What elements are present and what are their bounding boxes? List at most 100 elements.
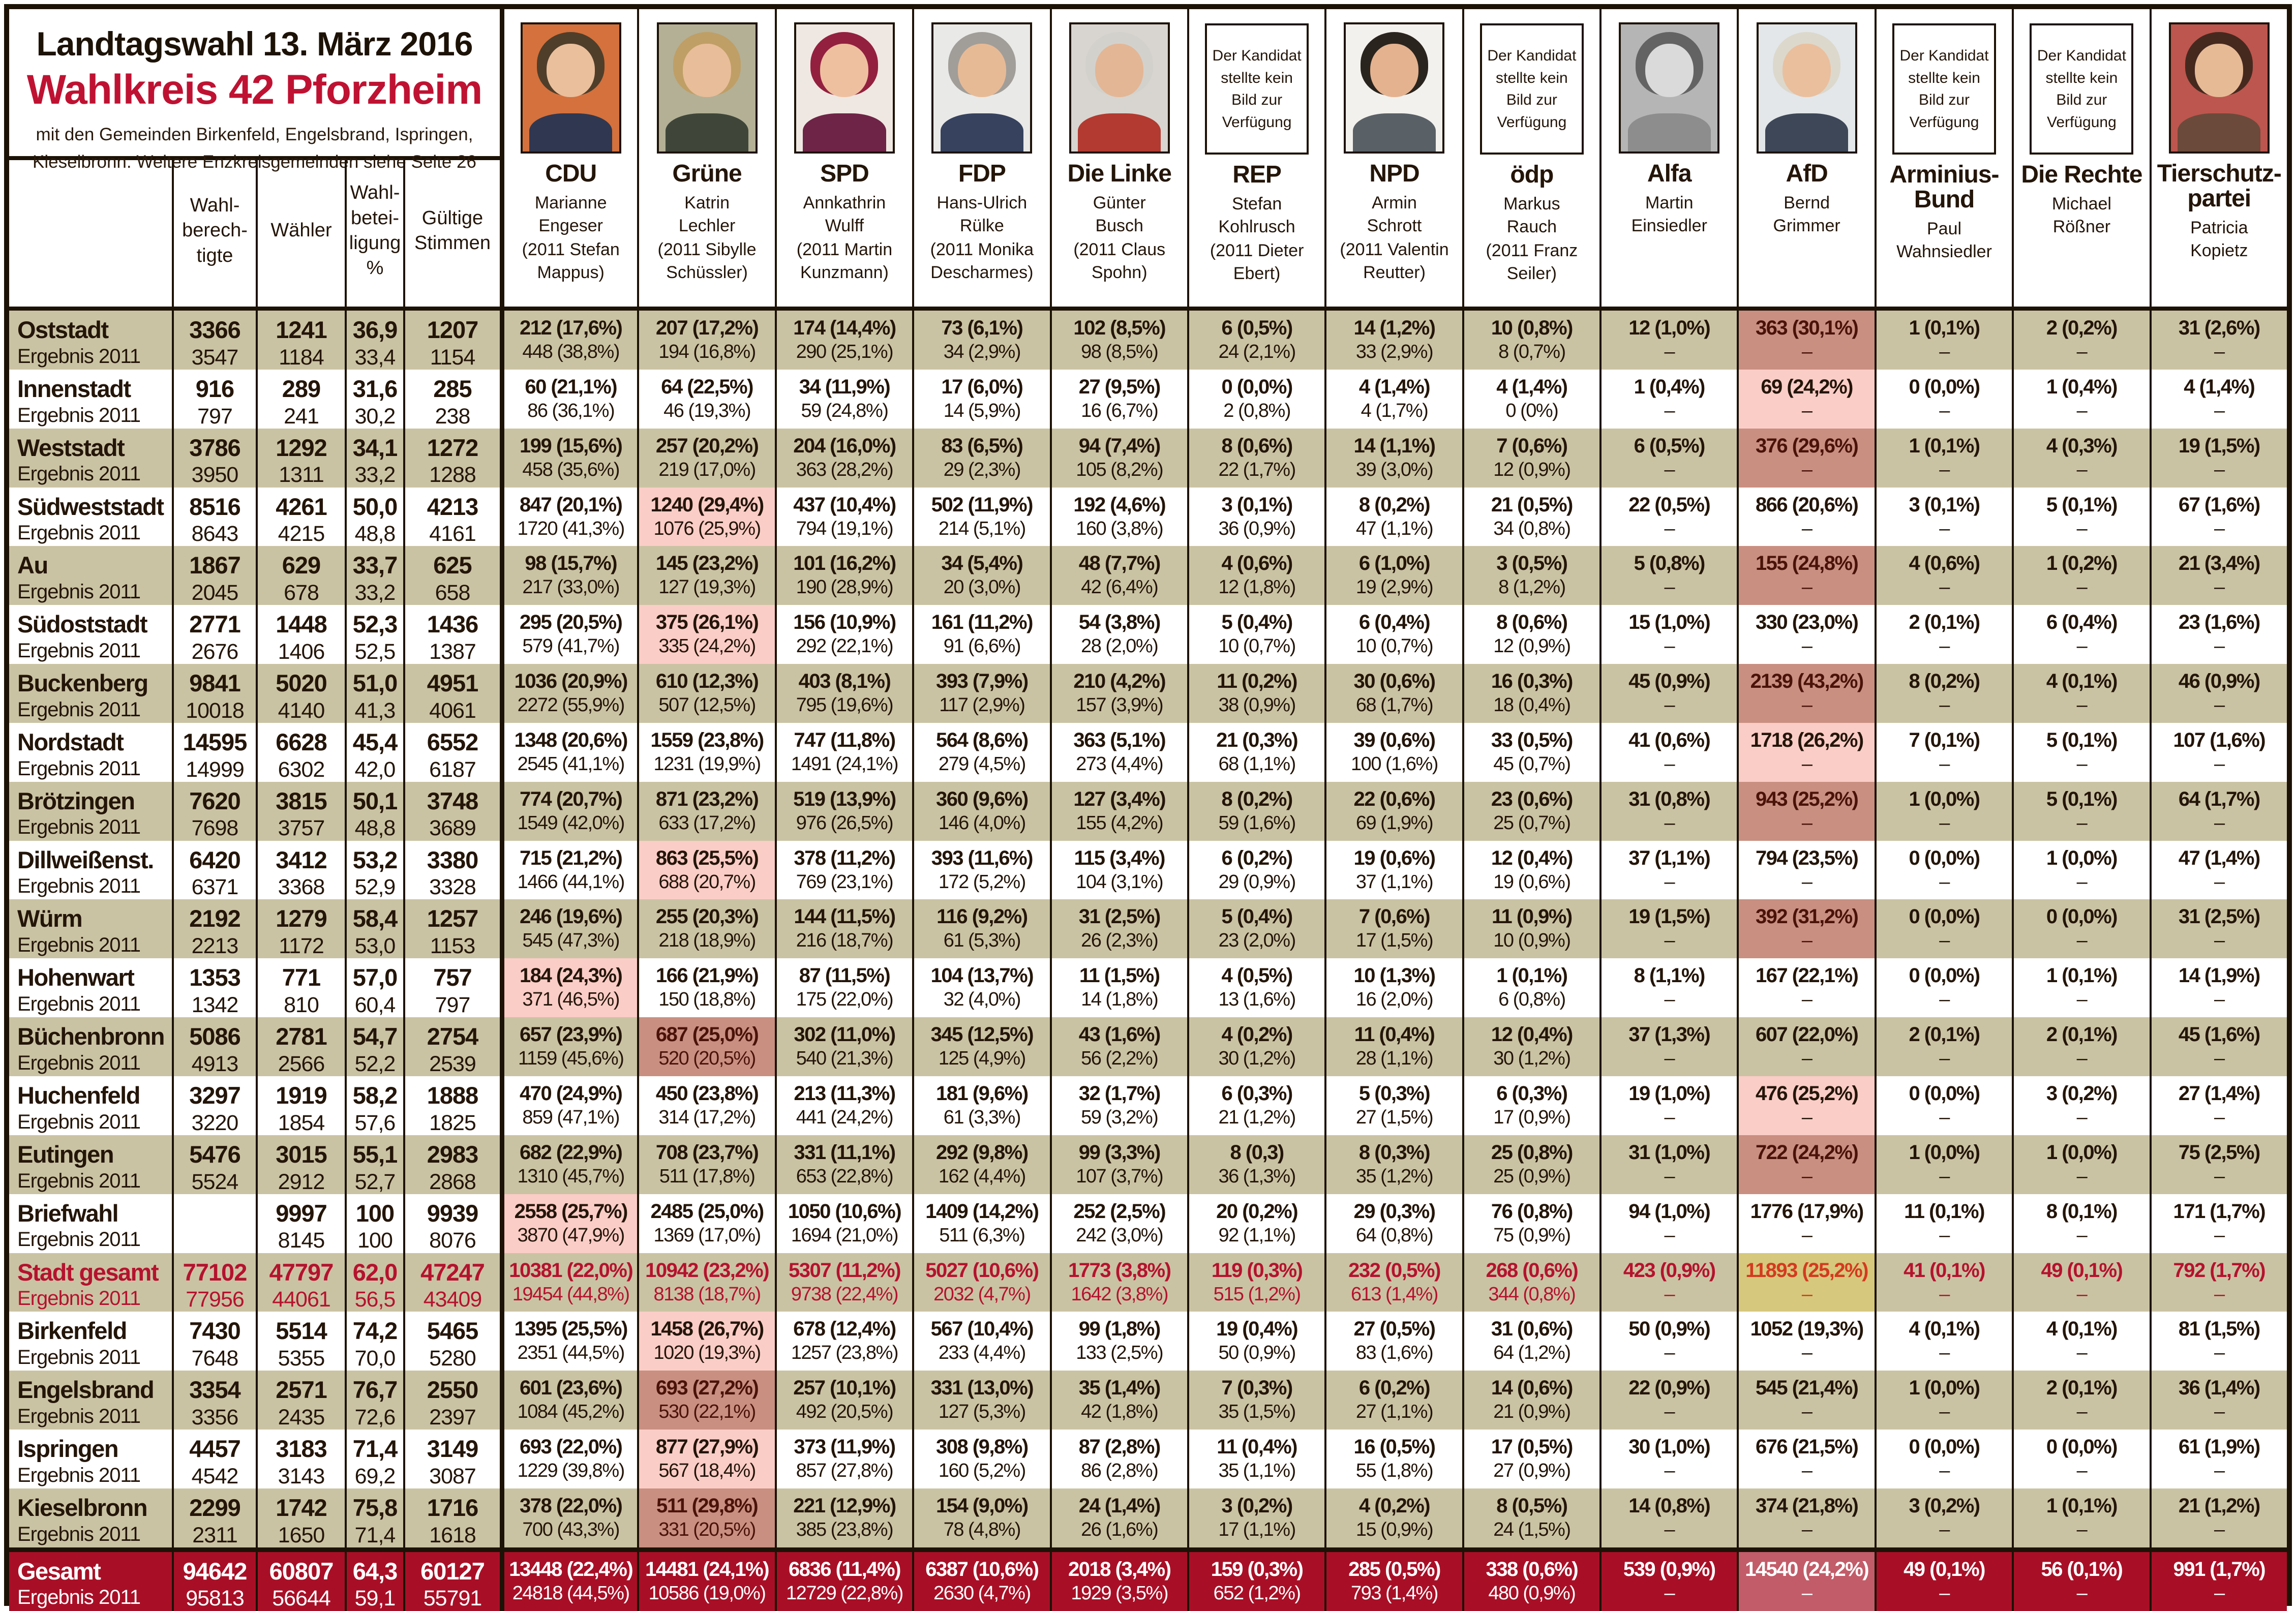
votes-current: 476 (25,2%) xyxy=(1755,1082,1859,1105)
cell-suedoststadt-gruene: 375 (26,1%) 335 (24,2%) xyxy=(637,605,775,664)
cell-ispringen-tierschutz: 61 (1,9%) – xyxy=(2149,1430,2287,1488)
party-header-afd: AfD Bernd Grimmer xyxy=(1737,9,1875,307)
cell-gesamt-alfa: 539 (0,9%) – xyxy=(1599,1552,1737,1611)
votes-current: 0 (0,0%) xyxy=(1909,1082,1980,1105)
cell-innenstadt-alfa: 1 (0,4%) – xyxy=(1599,369,1737,429)
votes-current: 693 (22,0%) xyxy=(519,1436,623,1458)
cell-innenstadt-spd: 34 (11,9%) 59 (24,8%) xyxy=(774,369,912,429)
value-current: 52,3 xyxy=(352,611,398,638)
cell-au-alfa: 5 (0,8%) – xyxy=(1599,546,1737,605)
stat-wahlberechtigte-oststadt: 3366 3547 xyxy=(172,311,256,370)
row-suedweststadt: Südweststadt Ergebnis 2011 8516 8643 4261 421… xyxy=(9,487,2287,546)
district-name: Hohenwart xyxy=(17,964,135,991)
stat-wahlbeteiligung-buckenberg: 51,0 41,3 xyxy=(345,664,403,723)
votes-current: 12 (0,4%) xyxy=(1491,846,1573,869)
votes-2011: 29 (2,3%) xyxy=(943,459,1021,480)
votes-current: 11 (0,2%) xyxy=(1217,670,1297,693)
cell-innenstadt-linke: 27 (9,5%) 16 (6,7%) xyxy=(1049,369,1187,429)
candidate-name-rep: Stefan Kohlrusch xyxy=(1218,194,1295,236)
value-current: 60127 xyxy=(420,1557,485,1585)
value-2011: 797 xyxy=(197,404,233,429)
value-current: 45,4 xyxy=(352,728,398,755)
cell-stadt-gesamt-rechte: 49 (0,1%) – xyxy=(2012,1253,2149,1312)
votes-current: 774 (20,7%) xyxy=(519,787,623,810)
no-photo-notice-rep: Der Kandidat stellte kein Bild zur Verfü… xyxy=(1205,23,1309,155)
cell-au-npd: 6 (1,0%) 19 (2,9%) xyxy=(1324,546,1462,605)
votes-2011: 12 (1,8%) xyxy=(1218,576,1296,598)
result-2011-label: Ergebnis 2011 xyxy=(17,875,141,898)
votes-2011: 146 (4,0%) xyxy=(938,812,1026,834)
cell-ispringen-npd: 16 (0,5%) 55 (1,8%) xyxy=(1324,1430,1462,1488)
votes-2011: – xyxy=(2214,341,2225,362)
cell-engelsbrand-rep: 7 (0,3%) 35 (1,5%) xyxy=(1187,1371,1324,1430)
cell-dillweissenst-npd: 19 (0,6%) 37 (1,1%) xyxy=(1324,840,1462,900)
votes-2011: 859 (47,1%) xyxy=(522,1106,620,1128)
votes-current: 22 (0,5%) xyxy=(1628,493,1710,516)
value-2011: 7648 xyxy=(191,1346,239,1371)
cell-dillweissenst-rechte: 1 (0,0%) – xyxy=(2012,840,2149,900)
votes-2011: 25 (0,7%) xyxy=(1493,812,1571,834)
value-2011: 95813 xyxy=(186,1586,245,1611)
votes-current: 360 (9,6%) xyxy=(936,787,1029,810)
party-name-npd: NPD xyxy=(1369,160,1419,187)
votes-2011: 55 (1,8%) xyxy=(1355,1460,1434,1482)
cell-suedweststadt-spd: 437 (10,4%) 794 (19,1%) xyxy=(774,487,912,546)
cell-birkenfeld-cdu: 1395 (25,5%) 2351 (44,5%) xyxy=(500,1312,637,1371)
votes-2011: – xyxy=(1939,576,1950,598)
votes-2011: 29 (0,9%) xyxy=(1218,871,1296,893)
votes-2011: – xyxy=(2076,341,2088,362)
stat-wahlbeteiligung-engelsbrand: 76,7 72,6 xyxy=(345,1371,403,1430)
votes-current: 7 (0,6%) xyxy=(1358,905,1431,928)
votes-current: 61 (1,9%) xyxy=(2178,1436,2260,1458)
cell-buckenberg-rechte: 4 (0,1%) – xyxy=(2012,664,2149,723)
votes-2011: 688 (20,7%) xyxy=(658,871,756,893)
votes-2011: – xyxy=(2076,1342,2088,1364)
value-2011: 3220 xyxy=(191,1110,239,1135)
votes-current: 7 (0,6%) xyxy=(1496,434,1568,457)
row-birkenfeld: Birkenfeld Ergebnis 2011 7430 7648 5514 5355 7… xyxy=(9,1312,2287,1371)
votes-2011: 34 (0,8%) xyxy=(1493,518,1571,539)
header-left-block: Landtagswahl 13. März 2016 Wahlkreis 42 … xyxy=(9,9,500,307)
value-current: 33,7 xyxy=(352,552,398,579)
stat-wahlbeteiligung-hohenwart: 57,0 60,4 xyxy=(345,958,403,1018)
votes-2011: – xyxy=(2076,871,2088,893)
votes-2011: – xyxy=(1664,518,1675,539)
value-current: 1888 xyxy=(427,1081,479,1109)
value-current: 58,4 xyxy=(352,905,398,932)
stat-waehler-broetzingen: 3815 3757 xyxy=(256,781,345,841)
value-current: 3149 xyxy=(427,1435,479,1463)
candidate-name-alfa: Martin Einsiedler xyxy=(1631,193,1707,235)
cell-huchenfeld-arminius: 0 (0,0%) – xyxy=(1874,1076,2012,1135)
votes-current: 6 (1,0%) xyxy=(1358,552,1431,575)
votes-2011: 1549 (42,0%) xyxy=(517,812,625,834)
votes-current: 47 (1,4%) xyxy=(2178,846,2260,869)
votes-2011: 98 (8,5%) xyxy=(1081,341,1159,362)
cell-eutingen-npd: 8 (0,3%) 35 (1,2%) xyxy=(1324,1135,1462,1194)
votes-current: 67 (1,6%) xyxy=(2178,493,2260,516)
votes-2011: 35 (1,2%) xyxy=(1355,1165,1434,1187)
cell-briefwahl-tierschutz: 171 (1,7%) – xyxy=(2149,1194,2287,1253)
value-current: 74,2 xyxy=(352,1317,398,1345)
value-2011: 1311 xyxy=(279,463,324,488)
cell-oststadt-linke: 102 (8,5%) 98 (8,5%) xyxy=(1049,311,1187,370)
photo-face-shape xyxy=(1783,43,1831,97)
votes-current: 30 (0,6%) xyxy=(1353,670,1436,693)
cell-hohenwart-rechte: 1 (0,1%) – xyxy=(2012,958,2149,1018)
votes-2011: 1159 (45,6%) xyxy=(518,1048,624,1070)
votes-2011: 1084 (45,2%) xyxy=(517,1401,625,1423)
value-current: 6628 xyxy=(276,728,327,755)
value-current: 9997 xyxy=(276,1199,327,1227)
votes-2011: 18 (0,4%) xyxy=(1493,694,1571,716)
votes-current: 232 (0,5%) xyxy=(1348,1259,1441,1282)
cell-engelsbrand-spd: 257 (10,1%) 492 (20,5%) xyxy=(774,1371,912,1430)
candidate-photo-npd xyxy=(1344,22,1445,154)
votes-2011: 107 (3,7%) xyxy=(1076,1165,1163,1187)
votes-current: 31 (0,8%) xyxy=(1628,787,1710,810)
cell-huchenfeld-rechte: 3 (0,2%) – xyxy=(2012,1076,2149,1135)
cell-ispringen-alfa: 30 (1,0%) – xyxy=(1599,1430,1737,1488)
cell-dillweissenst-fdp: 393 (11,6%) 172 (5,2%) xyxy=(912,840,1049,900)
cell-engelsbrand-rechte: 2 (0,1%) – xyxy=(2012,1371,2149,1430)
votes-current: 30 (1,0%) xyxy=(1628,1436,1710,1458)
votes-2011: 12 (0,9%) xyxy=(1493,459,1571,480)
votes-2011: 17 (1,5%) xyxy=(1355,930,1434,952)
